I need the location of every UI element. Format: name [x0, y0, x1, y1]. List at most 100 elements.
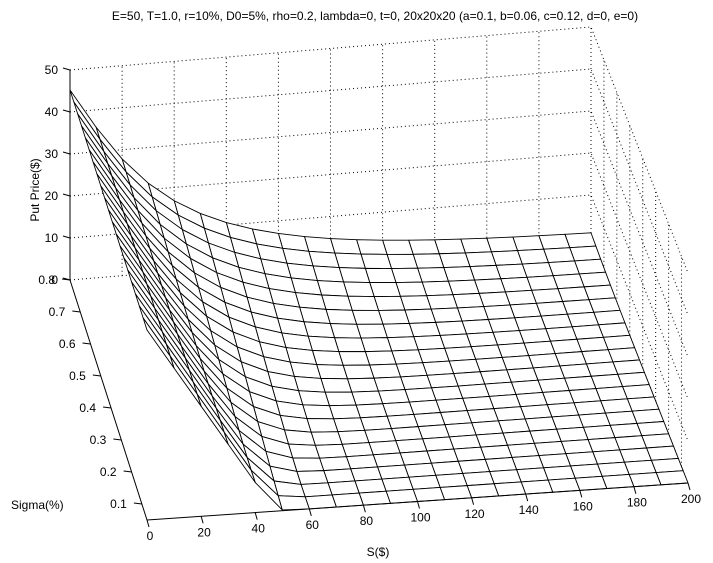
surface-cell: [373, 295, 406, 311]
surface-cell: [471, 420, 504, 436]
surface-cell: [422, 360, 455, 376]
surface-cell: [426, 294, 458, 310]
surface-cell: [601, 473, 635, 489]
surface-cell: [356, 323, 388, 339]
surface-cell: [299, 306, 331, 325]
surface-cell: [310, 431, 343, 446]
surface-cell: [597, 461, 630, 477]
y-axis-label: Sigma(%): [11, 498, 64, 512]
surface-cell: [479, 369, 512, 385]
surface-cell: [623, 459, 657, 475]
surface-cell: [360, 253, 392, 270]
surface-cell: [390, 426, 423, 442]
surface-cell: [568, 388, 602, 404]
surface-cell: [500, 276, 533, 293]
surface-cell: [435, 397, 468, 413]
surface-cell: [552, 273, 585, 290]
surface-cell: [417, 347, 450, 364]
surface-cell: [412, 487, 445, 502]
surface-cell: [570, 463, 603, 479]
surface-cell: [417, 424, 450, 440]
surface-cell: [341, 442, 374, 458]
surface-cell: [515, 392, 548, 408]
surface-cell: [386, 336, 419, 352]
surface-cell: [466, 483, 500, 499]
surface-cell: [557, 286, 590, 302]
x-tick: [308, 508, 312, 517]
surface-cell: [292, 457, 325, 472]
surface-cell: [302, 404, 335, 420]
surface-cell: [316, 364, 348, 380]
surface-cell: [435, 320, 467, 336]
surface-cell: [578, 412, 611, 428]
surface-cell: [421, 280, 454, 297]
surface-cell: [399, 295, 432, 311]
z-tick-label: 30: [45, 147, 59, 161]
surface-cell: [512, 235, 545, 252]
surface-cell: [277, 495, 310, 511]
surface-cell: [554, 351, 587, 367]
z-tick-label: 0: [51, 273, 58, 287]
surface-cell: [422, 436, 455, 452]
surface-cell: [378, 309, 410, 325]
surface-cell: [478, 291, 511, 307]
z-tick-label: 10: [45, 231, 59, 245]
z-tick-label: 20: [45, 189, 59, 203]
surface-cell: [523, 340, 556, 356]
surface-cell: [395, 362, 428, 378]
surface-cell: [543, 465, 576, 481]
surface-cell: [385, 488, 418, 504]
surface-cell: [495, 263, 528, 280]
surface-cell: [457, 306, 489, 322]
x-tick-label: 0: [147, 529, 154, 543]
surface-cell: [331, 492, 364, 508]
surface-cell: [511, 455, 544, 471]
surface-cell: [404, 462, 437, 478]
surface-cell: [444, 422, 477, 438]
surface-cell: [502, 430, 535, 446]
surface-cell: [448, 358, 481, 375]
surface-cell: [609, 422, 643, 439]
surface-cell: [408, 239, 440, 255]
surface-cell: [323, 468, 356, 484]
y-tick: [92, 374, 101, 377]
x-tick-label: 160: [573, 499, 593, 513]
surface-cell: [142, 317, 175, 369]
surface-cell: [303, 321, 335, 339]
surface-cell: [355, 403, 388, 419]
surface-cell: [334, 252, 366, 269]
surface-cell: [316, 280, 349, 297]
surface-cell: [521, 262, 554, 278]
surface-cell: [350, 466, 383, 482]
surface-cell: [308, 250, 340, 269]
surface-cell: [520, 479, 554, 495]
surface-cell: [547, 477, 581, 493]
surface-cell: [466, 331, 498, 348]
surface-cell: [492, 330, 525, 346]
x-tick: [417, 501, 420, 509]
surface-cell: [314, 443, 347, 459]
surface-cell: [382, 239, 414, 255]
surface-cell: [631, 408, 665, 424]
surface-cell: [324, 391, 357, 407]
surface-cell: [528, 353, 561, 369]
surface-cell: [592, 449, 625, 465]
surface-cell: [566, 311, 599, 328]
surface-cell: [345, 454, 378, 470]
surface-cell: [474, 278, 506, 294]
surface-cell: [487, 317, 520, 333]
surface-cell: [325, 308, 358, 325]
y-tick-label: 0.4: [79, 401, 96, 415]
axes-grid: [69, 26, 689, 484]
z-tick: [62, 193, 71, 197]
surface-cell: [582, 424, 616, 440]
surface-cell: [562, 299, 595, 315]
surface-cell: [334, 337, 366, 353]
surface-cell: [559, 363, 592, 379]
surface-cell: [395, 281, 428, 297]
surface-cell: [517, 248, 549, 265]
y-tick-label: 0.6: [59, 337, 76, 351]
axes: 0 20 40 60 80 100 120 140 160 180 2000.10.20.30.40…: [38, 63, 701, 543]
surface-cell: [288, 443, 320, 459]
surface-cell: [327, 480, 360, 496]
